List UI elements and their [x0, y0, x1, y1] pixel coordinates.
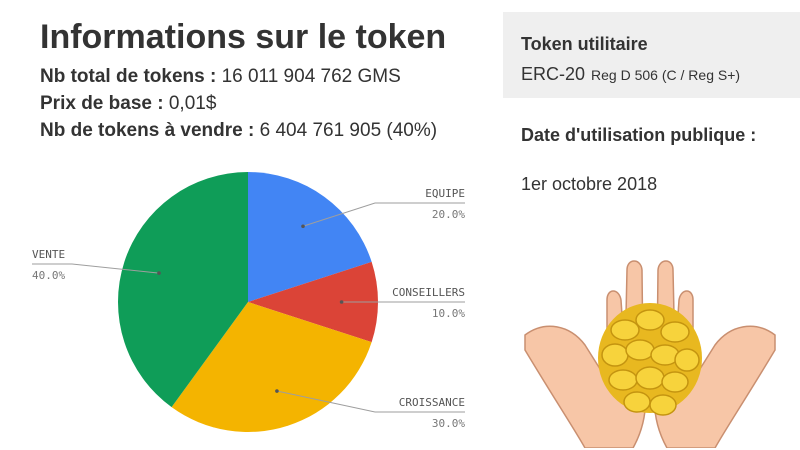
base-price-line: Prix de base : 0,01$	[40, 93, 216, 115]
leader-line-vente	[32, 263, 160, 274]
leader-dot-croissance	[275, 389, 279, 393]
page-title: Informations sur le token	[40, 18, 447, 56]
token-type-box: Token utilitaire ERC-20 Reg D 506 (C / Re…	[503, 12, 800, 98]
tokens-for-sale-label: Nb de tokens à vendre :	[40, 120, 255, 141]
base-price-label: Prix de base :	[40, 93, 164, 114]
slice-percent-croissance: 30.0%	[432, 417, 465, 430]
slice-label-equipe: EQUIPE	[425, 187, 465, 200]
slice-percent-vente: 40.0%	[32, 269, 65, 282]
token-standard: ERC-20	[521, 64, 586, 84]
slice-label-croissance: CROISSANCE	[399, 396, 465, 409]
pie-slice-vente	[118, 172, 249, 408]
leader-dot-equipe	[301, 224, 305, 229]
leader-dot-vente	[157, 271, 161, 275]
leader-line-croissance	[276, 390, 465, 413]
total-tokens-line: Nb total de tokens : 16 011 904 762 GMS	[40, 66, 401, 88]
leader-line-equipe	[302, 202, 465, 227]
hands-holding-coins-icon	[524, 260, 776, 448]
pie-slice-croissance	[171, 302, 372, 433]
pie-slice-conseillers	[248, 261, 379, 343]
total-tokens-label: Nb total de tokens :	[40, 66, 217, 87]
total-tokens-value: 16 011 904 762 GMS	[221, 66, 401, 87]
slice-label-conseillers: CONSEILLERS	[392, 286, 465, 299]
token-standard-line: ERC-20 Reg D 506 (C / Reg S+)	[521, 64, 740, 85]
tokens-for-sale-line: Nb de tokens à vendre : 6 404 761 905 (4…	[40, 120, 437, 142]
token-distribution-pie-chart: EQUIPE 20.0% CONSEILLERS 10.0% CROISSANCE 30.…	[32, 172, 465, 433]
slice-percent-equipe: 20.0%	[432, 208, 465, 221]
slice-label-vente: VENTE	[32, 248, 65, 261]
token-regulation: Reg D 506 (C / Reg S+)	[591, 67, 741, 83]
leader-dot-conseillers	[339, 300, 344, 304]
public-date-value: 1er octobre 2018	[521, 174, 658, 194]
slice-percent-conseillers: 10.0%	[432, 307, 465, 320]
pie-slice-equipe	[248, 172, 372, 302]
token-type-label: Token utilitaire	[521, 34, 648, 54]
tokens-for-sale-value: 6 404 761 905 (40%)	[259, 120, 438, 141]
public-date-title: Date d'utilisation publique :	[521, 125, 757, 145]
base-price-value: 0,01$	[168, 93, 217, 114]
